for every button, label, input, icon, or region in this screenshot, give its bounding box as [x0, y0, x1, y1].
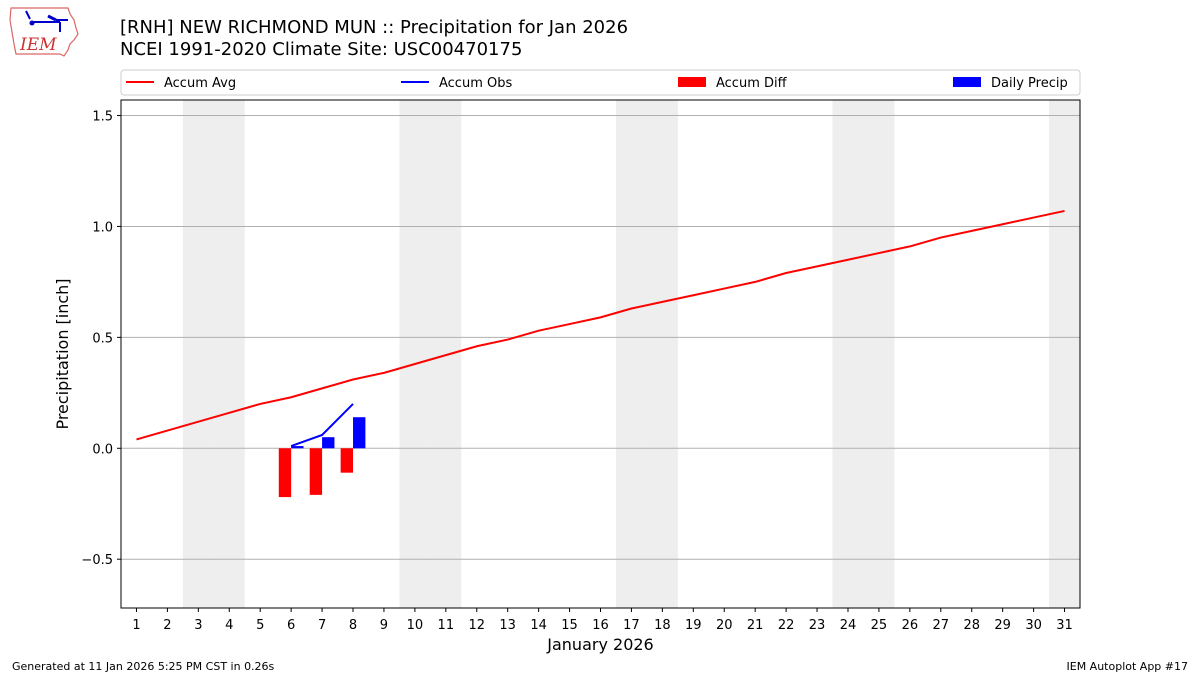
weekend-band [863, 100, 895, 608]
title-line-1: [RNH] NEW RICHMOND MUN :: Precipitation … [120, 17, 629, 38]
y-tick-label: −0.5 [81, 553, 113, 568]
x-tick-label: 26 [902, 618, 919, 633]
y-tick-label: 1.0 [92, 220, 113, 235]
legend [120, 69, 1081, 96]
x-tick-label: 3 [194, 618, 202, 633]
x-tick-label: 9 [380, 618, 388, 633]
legend-label: Accum Obs [439, 76, 512, 91]
footer-generated: Generated at 11 Jan 2026 5:25 PM CST in … [12, 660, 275, 673]
bar-accum-diff [278, 448, 292, 498]
x-tick-label: 27 [933, 618, 950, 633]
weekend-band [213, 100, 245, 608]
y-tick-label: 1.5 [92, 110, 113, 125]
x-tick-label: 21 [747, 618, 764, 633]
x-tick-label: 4 [225, 618, 233, 633]
legend-swatch [953, 77, 981, 87]
y-tick-label: 0.5 [92, 331, 113, 346]
x-tick-label: 15 [561, 618, 578, 633]
chart-title: [RNH] NEW RICHMOND MUN :: Precipitation … [120, 17, 628, 61]
x-axis-label: January 2026 [546, 635, 653, 654]
bar-accum-diff [309, 448, 323, 495]
x-tick-label: 31 [1056, 618, 1073, 633]
bar-daily-precip [291, 446, 304, 449]
x-tick-label: 17 [623, 618, 640, 633]
x-tick-label: 6 [287, 618, 295, 633]
bar-daily-precip [322, 437, 335, 449]
title-line-2: NCEI 1991-2020 Climate Site: USC00470175 [120, 39, 523, 60]
y-tick-label: 0.0 [92, 442, 113, 457]
plot-frame [120, 99, 1081, 609]
legend-label: Accum Avg [164, 76, 236, 91]
x-tick-label: 24 [840, 618, 857, 633]
x-tick-label: 23 [809, 618, 826, 633]
x-tick-label: 22 [778, 618, 795, 633]
svg-text:IEM: IEM [19, 35, 57, 55]
x-tick-label: 25 [871, 618, 888, 633]
x-tick-label: 30 [1025, 618, 1042, 633]
x-tick-label: 13 [499, 618, 516, 633]
x-tick-label: 5 [256, 618, 264, 633]
x-tick-label: 16 [592, 618, 609, 633]
x-tick-label: 14 [530, 618, 547, 633]
footer-app: IEM Autoplot App #17 [1066, 660, 1189, 673]
x-tick-label: 1 [132, 618, 140, 633]
weekend-band [430, 100, 462, 608]
bar-accum-diff [340, 448, 354, 473]
x-tick-label: 29 [994, 618, 1011, 633]
iem-logo: IEM [9, 7, 79, 57]
x-tick-label: 2 [163, 618, 171, 633]
x-tick-label: 28 [963, 618, 980, 633]
weekend-band [399, 100, 431, 608]
legend-swatch [678, 77, 706, 87]
x-tick-label: 8 [349, 618, 357, 633]
weekend-band [182, 100, 214, 608]
legend-label: Accum Diff [716, 76, 788, 91]
weekend-band [1049, 100, 1080, 608]
x-tick-label: 20 [716, 618, 733, 633]
x-tick-label: 18 [654, 618, 671, 633]
x-tick-label: 19 [685, 618, 702, 633]
y-axis-label: Precipitation [inch] [53, 278, 72, 429]
x-tick-label: 12 [468, 618, 485, 633]
line-accum-obs [290, 403, 354, 448]
bar-daily-precip [353, 417, 366, 449]
legend-label: Daily Precip [991, 76, 1068, 91]
x-tick-label: 11 [438, 618, 455, 633]
line-accum-avg [136, 209, 1065, 441]
weekend-band [615, 100, 647, 608]
x-tick-label: 7 [318, 618, 326, 633]
weekend-band [832, 100, 864, 608]
x-tick-label: 10 [407, 618, 424, 633]
weekend-band [646, 100, 678, 608]
